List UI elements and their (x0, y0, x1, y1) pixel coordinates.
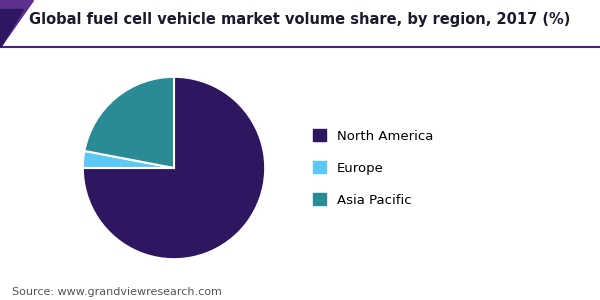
Text: Global fuel cell vehicle market volume share, by region, 2017 (%): Global fuel cell vehicle market volume s… (29, 12, 571, 27)
Wedge shape (83, 151, 174, 168)
Wedge shape (83, 77, 265, 259)
Text: Source: www.grandviewresearch.com: Source: www.grandviewresearch.com (12, 287, 222, 297)
Legend: North America, Europe, Asia Pacific: North America, Europe, Asia Pacific (313, 129, 433, 207)
Wedge shape (85, 77, 174, 168)
